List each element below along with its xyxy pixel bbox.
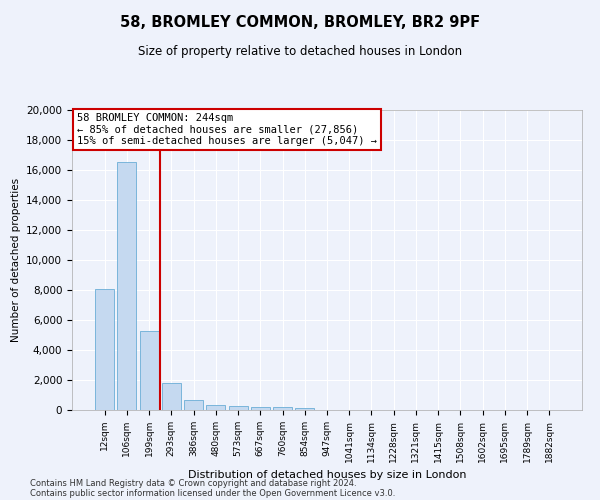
Bar bbox=[95, 288, 114, 410]
Text: Size of property relative to detached houses in London: Size of property relative to detached ho… bbox=[138, 45, 462, 58]
Text: 58 BROMLEY COMMON: 244sqm
← 85% of detached houses are smaller (27,856)
15% of s: 58 BROMLEY COMMON: 244sqm ← 85% of detac… bbox=[77, 113, 377, 146]
Bar bbox=[118, 162, 136, 410]
Bar bbox=[295, 408, 314, 410]
Bar bbox=[184, 400, 203, 410]
Y-axis label: Number of detached properties: Number of detached properties bbox=[11, 178, 20, 342]
Bar bbox=[162, 383, 181, 410]
Bar bbox=[206, 405, 225, 410]
Text: Contains public sector information licensed under the Open Government Licence v3: Contains public sector information licen… bbox=[30, 488, 395, 498]
Bar bbox=[273, 408, 292, 410]
Bar bbox=[140, 330, 158, 410]
Bar bbox=[229, 406, 248, 410]
Text: Contains HM Land Registry data © Crown copyright and database right 2024.: Contains HM Land Registry data © Crown c… bbox=[30, 478, 356, 488]
Text: 58, BROMLEY COMMON, BROMLEY, BR2 9PF: 58, BROMLEY COMMON, BROMLEY, BR2 9PF bbox=[120, 15, 480, 30]
X-axis label: Distribution of detached houses by size in London: Distribution of detached houses by size … bbox=[188, 470, 466, 480]
Bar bbox=[251, 407, 270, 410]
